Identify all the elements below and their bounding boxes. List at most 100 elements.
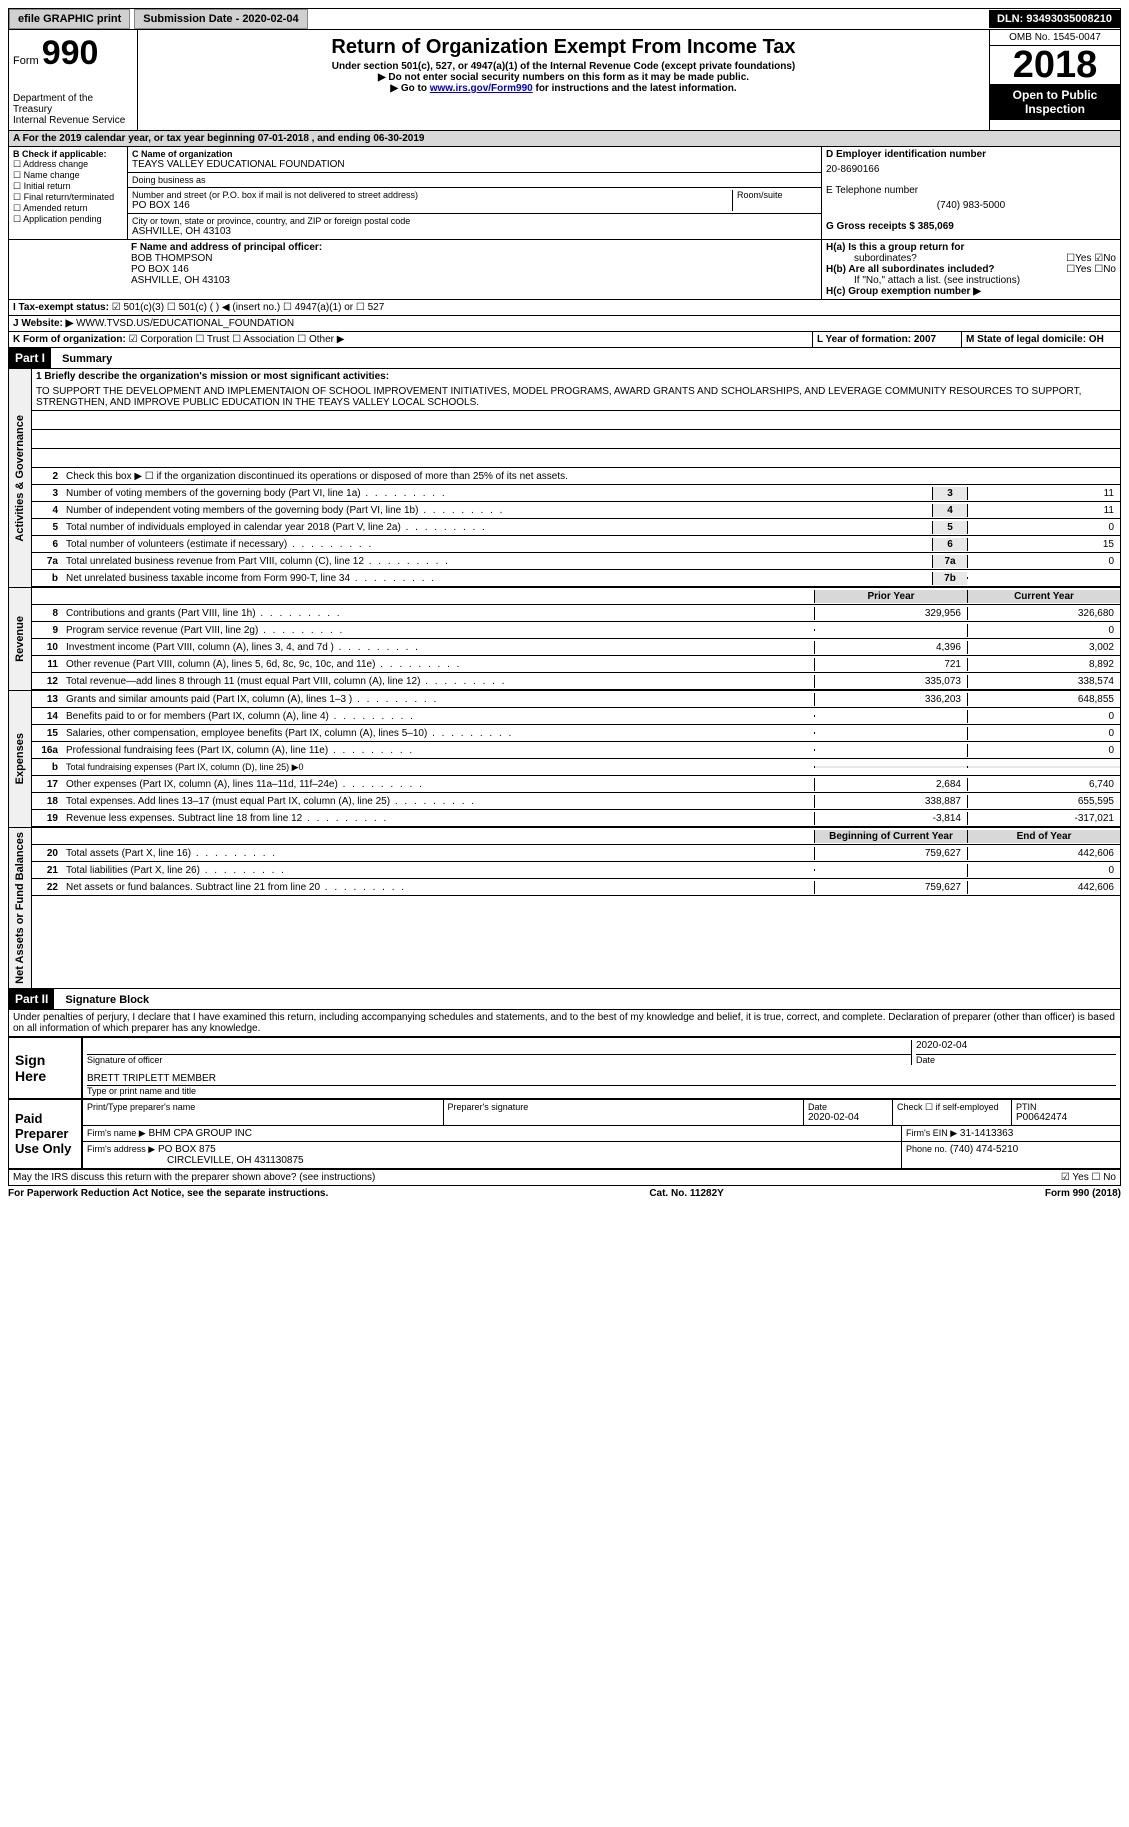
cb-initial[interactable]: ☐ Initial return — [13, 181, 123, 192]
data-line: 17 Other expenses (Part IX, column (A), … — [32, 776, 1120, 793]
note2-post: for instructions and the latest informat… — [533, 83, 737, 94]
ein-value: 20-8690166 — [826, 160, 1116, 185]
exp-label: Expenses — [12, 729, 28, 788]
may-irs: May the IRS discuss this return with the… — [13, 1172, 1061, 1183]
hc-label: H(c) Group exemption number ▶ — [826, 286, 1116, 297]
footer-left: For Paperwork Reduction Act Notice, see … — [8, 1188, 328, 1199]
form-title: Return of Organization Exempt From Incom… — [142, 36, 985, 59]
sign-here: Sign Here — [9, 1038, 83, 1098]
gov-line: 6 Total number of volunteers (estimate i… — [32, 536, 1120, 553]
netassets-section: Net Assets or Fund Balances Beginning of… — [8, 827, 1121, 989]
gov-line: 4 Number of independent voting members o… — [32, 502, 1120, 519]
check-self-employed[interactable]: Check ☐ if self-employed — [893, 1100, 1012, 1125]
col-current: Current Year — [967, 590, 1120, 603]
cb-501c3[interactable]: ☑ 501(c)(3) — [112, 302, 164, 313]
cb-other[interactable]: ☐ Other ▶ — [297, 334, 344, 345]
part2-title: Signature Block — [57, 994, 149, 1006]
data-line: 14 Benefits paid to or for members (Part… — [32, 708, 1120, 725]
date-label: Date — [916, 1055, 1116, 1065]
cb-pending[interactable]: ☐ Application pending — [13, 214, 123, 225]
prep-name-label: Print/Type preparer's name — [87, 1102, 439, 1112]
section-fh: F Name and address of principal officer:… — [8, 240, 1121, 300]
dept-treasury: Department of the Treasury — [13, 93, 133, 115]
cb-501c[interactable]: ☐ 501(c) ( ) ◀ (insert no.) — [167, 302, 280, 313]
cb-name[interactable]: ☐ Name change — [13, 170, 123, 181]
submission-btn[interactable]: Submission Date - 2020-02-04 — [134, 9, 307, 29]
firm-ein: 31-1413363 — [960, 1128, 1013, 1139]
sig-field[interactable] — [87, 1040, 911, 1055]
box-deg: D Employer identification number 20-8690… — [821, 147, 1120, 239]
box-f: F Name and address of principal officer:… — [127, 240, 822, 299]
ptin: P00642474 — [1016, 1112, 1116, 1123]
data-line: 18 Total expenses. Add lines 13–17 (must… — [32, 793, 1120, 810]
box-klm: K Form of organization: ☑ Corporation ☐ … — [8, 332, 1121, 348]
j-label: J Website: ▶ — [13, 318, 73, 329]
cb-final[interactable]: ☐ Final return/terminated — [13, 192, 123, 203]
website: WWW.TVSD.US/EDUCATIONAL_FOUNDATION — [76, 318, 294, 329]
data-line: 10 Investment income (Part VIII, column … — [32, 639, 1120, 656]
prep-sig-label: Preparer's signature — [448, 1102, 800, 1112]
gross-receipts: G Gross receipts $ 385,069 — [826, 221, 1116, 232]
name-title: BRETT TRIPLETT MEMBER — [87, 1073, 1116, 1086]
firm-addr1: PO BOX 875 — [158, 1144, 216, 1155]
line-2-num: 2 — [32, 470, 62, 483]
sig-date: 2020-02-04 — [916, 1040, 1116, 1055]
note2: ▶ Go to www.irs.gov/Form990 for instruct… — [142, 83, 985, 94]
paid-preparer: Paid Preparer Use Only — [9, 1100, 83, 1168]
data-line: 21 Total liabilities (Part X, line 26) 0 — [32, 862, 1120, 879]
officer-addr2: ASHVILLE, OH 43103 — [131, 275, 817, 286]
may-irs-yesno[interactable]: ☑ Yes ☐ No — [1061, 1172, 1116, 1183]
box-m: M State of legal domicile: OH — [962, 332, 1120, 347]
data-line: 20 Total assets (Part X, line 16) 759,62… — [32, 845, 1120, 862]
ha-yesno[interactable]: ☐Yes ☑No — [1066, 253, 1116, 264]
form-header: Form 990 Department of the Treasury Inte… — [8, 30, 1121, 131]
efile-btn[interactable]: efile GRAPHIC print — [9, 9, 130, 29]
net-label: Net Assets or Fund Balances — [12, 828, 28, 988]
data-line: 19 Revenue less expenses. Subtract line … — [32, 810, 1120, 827]
city-label: City or town, state or province, country… — [132, 216, 817, 226]
box-c: C Name of organization TEAYS VALLEY EDUC… — [128, 147, 821, 239]
cb-527[interactable]: ☐ 527 — [356, 302, 384, 313]
ha-sub: subordinates? — [826, 253, 917, 264]
org-name: TEAYS VALLEY EDUCATIONAL FOUNDATION — [132, 159, 817, 170]
revenue-section: Revenue Prior Year Current Year 8 Contri… — [8, 587, 1121, 690]
cb-amended[interactable]: ☐ Amended return — [13, 203, 123, 214]
hb-note: If "No," attach a list. (see instruction… — [826, 275, 1116, 286]
officer-addr1: PO BOX 146 — [131, 264, 817, 275]
box-b-title: B Check if applicable: — [13, 149, 123, 159]
hb-yesno[interactable]: ☐Yes ☐No — [1066, 264, 1116, 275]
rev-label: Revenue — [12, 612, 28, 666]
tel-value: (740) 983-5000 — [826, 196, 1116, 221]
cb-4947[interactable]: ☐ 4947(a)(1) or — [283, 302, 353, 313]
form-subtitle: Under section 501(c), 527, or 4947(a)(1)… — [142, 61, 985, 72]
topbar: efile GRAPHIC print Submission Date - 20… — [8, 8, 1121, 30]
phone-label: Phone no. — [906, 1144, 947, 1154]
period-line: A For the 2019 calendar year, or tax yea… — [8, 131, 1121, 147]
street-label: Number and street (or P.O. box if mail i… — [132, 190, 732, 200]
gov-label: Activities & Governance — [12, 411, 28, 546]
sig-officer-block: Signature of officer 2020-02-04 Date BRE… — [83, 1038, 1120, 1098]
firm-name-label: Firm's name ▶ — [87, 1128, 146, 1138]
gov-line: 3 Number of voting members of the govern… — [32, 485, 1120, 502]
box-l: L Year of formation: 2007 — [813, 332, 962, 347]
data-line: 13 Grants and similar amounts paid (Part… — [32, 691, 1120, 708]
col-begin: Beginning of Current Year — [814, 830, 967, 843]
form-990: 990 — [42, 34, 99, 72]
data-line: 16a Professional fundraising fees (Part … — [32, 742, 1120, 759]
firm-addr-label: Firm's address ▶ — [87, 1144, 155, 1154]
box-b: B Check if applicable: ☐ Address change … — [9, 147, 128, 239]
firm-ein-label: Firm's EIN ▶ — [906, 1128, 957, 1138]
irs-link[interactable]: www.irs.gov/Form990 — [430, 83, 533, 94]
data-line: b Total fundraising expenses (Part IX, c… — [32, 759, 1120, 776]
gov-line: 5 Total number of individuals employed i… — [32, 519, 1120, 536]
k-label: K Form of organization: — [13, 334, 126, 345]
dln: DLN: 93493035008210 — [989, 10, 1120, 28]
cb-assoc[interactable]: ☐ Association — [232, 334, 294, 345]
cb-trust[interactable]: ☐ Trust — [195, 334, 229, 345]
part2-header: Part II Signature Block — [8, 989, 1121, 1010]
cb-address[interactable]: ☐ Address change — [13, 159, 123, 170]
governance-section: Activities & Governance 1 Briefly descri… — [8, 369, 1121, 587]
cb-corp[interactable]: ☑ Corporation — [129, 334, 193, 345]
data-line: 22 Net assets or fund balances. Subtract… — [32, 879, 1120, 896]
firm-addr2: CIRCLEVILLE, OH 431130875 — [87, 1155, 897, 1166]
